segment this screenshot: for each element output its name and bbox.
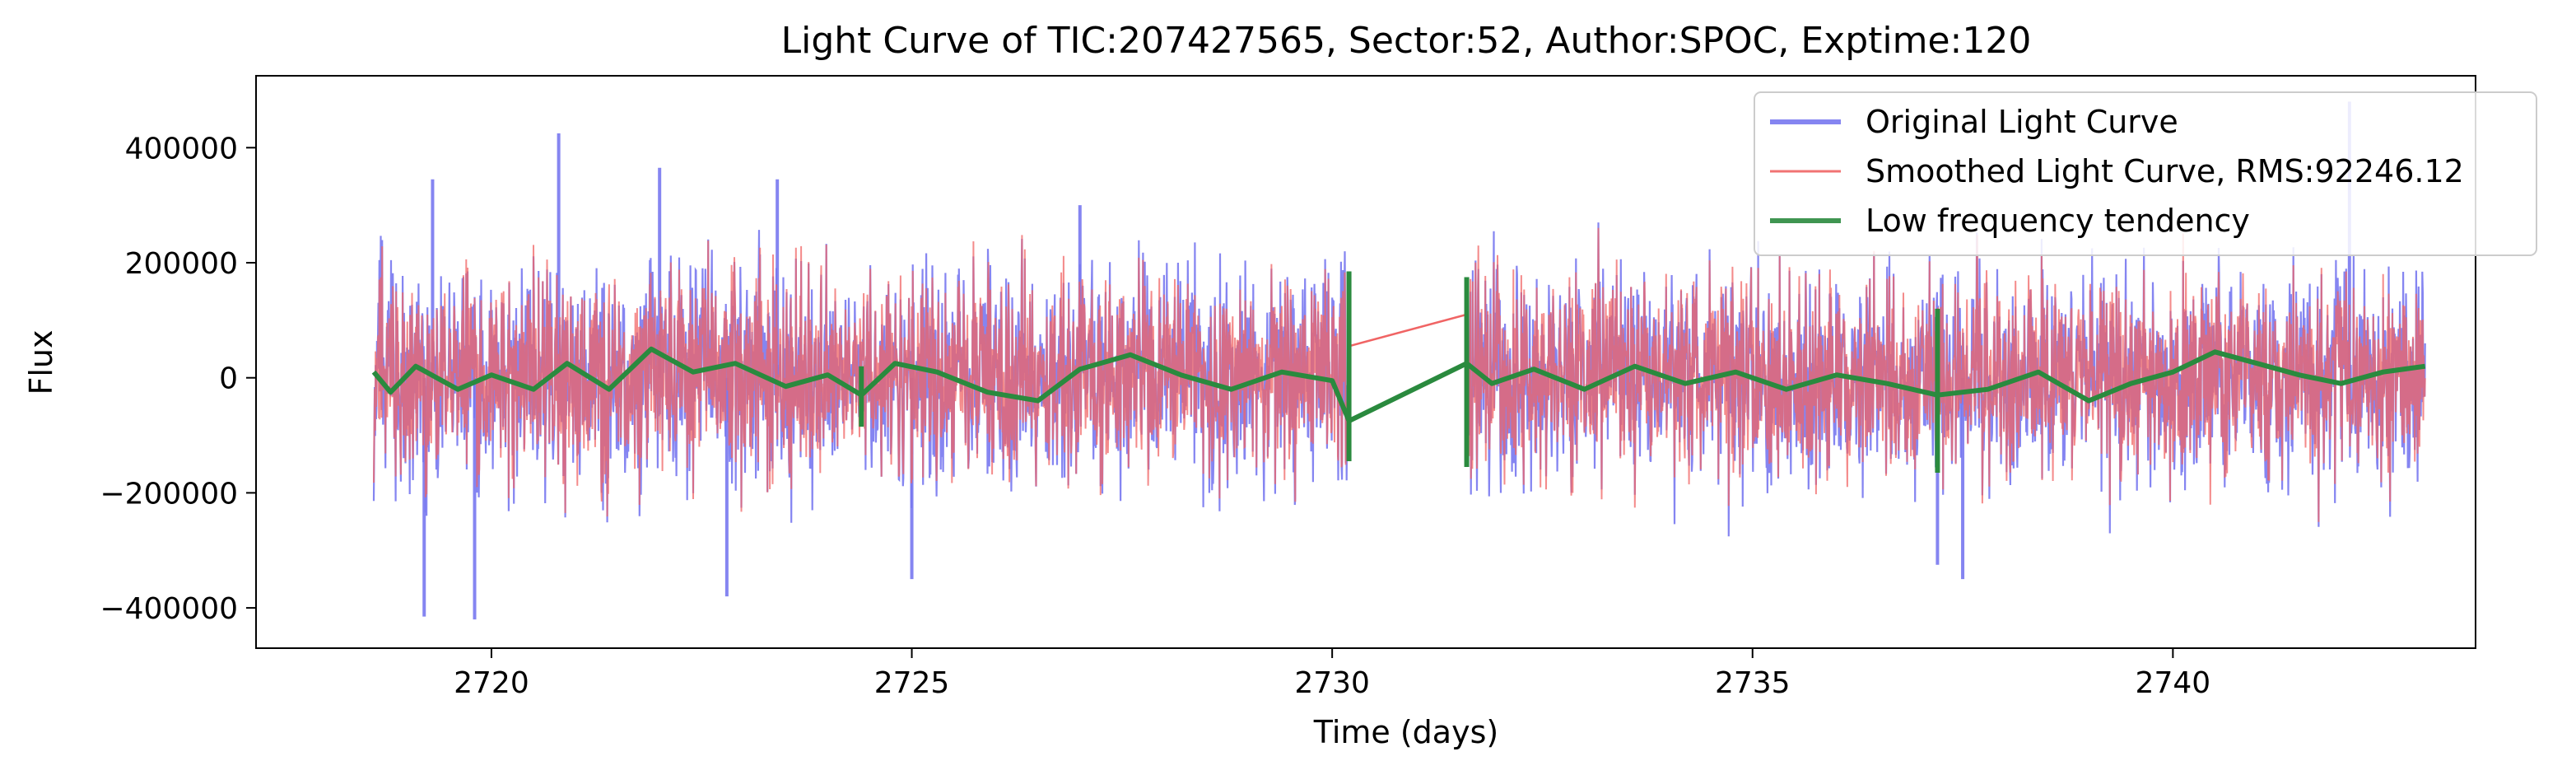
chart-title: Light Curve of TIC:207427565, Sector:52,… bbox=[781, 20, 2032, 62]
low-frequency-tendency-series bbox=[371, 271, 2426, 473]
smoothed-trace-segment-1 bbox=[1465, 227, 2426, 522]
y-tick-label: −200000 bbox=[100, 477, 238, 511]
x-tick-label: 2730 bbox=[1294, 666, 1370, 700]
y-tick-label: 400000 bbox=[125, 132, 238, 166]
y-tick-label: −400000 bbox=[100, 592, 238, 626]
plot-frame bbox=[255, 75, 2476, 649]
legend-label-low-frequency: Low frequency tendency bbox=[1866, 203, 2250, 239]
y-tick-label: 0 bbox=[219, 362, 238, 396]
plot-area bbox=[371, 101, 2426, 620]
y-axis: 400000 200000 0 −200000 −400000 bbox=[100, 132, 256, 626]
legend: Original Light Curve Smoothed Light Curv… bbox=[1754, 91, 2537, 256]
smoothed-gap-line bbox=[1349, 313, 1467, 348]
x-tick-label: 2740 bbox=[2136, 666, 2211, 700]
legend-box bbox=[1754, 91, 2537, 256]
x-tick-label: 2735 bbox=[1715, 666, 1791, 700]
x-tick-label: 2720 bbox=[454, 666, 529, 700]
y-axis-label: Flux bbox=[23, 330, 59, 395]
y-tick-label: 200000 bbox=[125, 247, 238, 281]
low-frequency-line bbox=[371, 346, 2426, 424]
x-axis-label: Time (days) bbox=[1313, 714, 1498, 750]
x-tick-label: 2725 bbox=[874, 666, 950, 700]
legend-label-smoothed: Smoothed Light Curve, RMS:92246.12 bbox=[1866, 153, 2464, 189]
legend-label-original: Original Light Curve bbox=[1866, 104, 2178, 140]
x-axis: 2720 2725 2730 2735 2740 bbox=[454, 648, 2210, 700]
